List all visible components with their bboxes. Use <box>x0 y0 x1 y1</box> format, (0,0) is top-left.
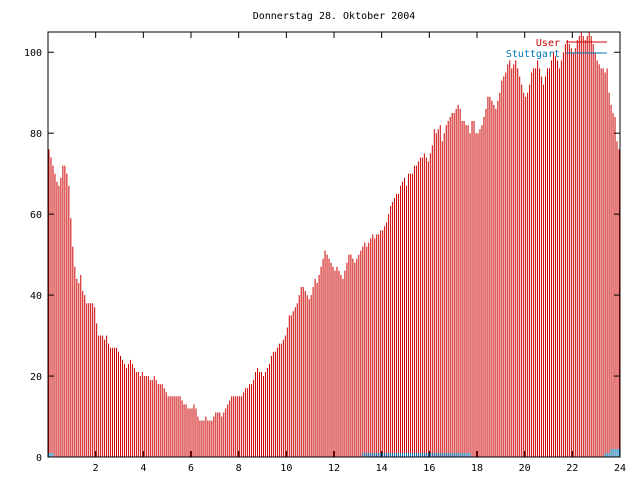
x-tick-label: 22 <box>566 463 578 474</box>
y-tick-label: 80 <box>30 129 42 140</box>
legend: User Stuttgart <box>506 38 607 60</box>
x-tick-label: 8 <box>236 463 242 474</box>
chart-title: Donnerstag 28. Oktober 2004 <box>253 11 416 22</box>
x-tick-label: 20 <box>519 463 531 474</box>
plot-frame <box>47 31 621 458</box>
x-tick-label: 16 <box>423 463 435 474</box>
y-tick-label: 20 <box>30 372 42 383</box>
x-tick-label: 10 <box>280 463 292 474</box>
y-axis: 0 20 40 60 80 100 <box>24 48 620 464</box>
y-tick-label: 100 <box>24 48 42 59</box>
x-axis: 2 4 6 8 10 12 14 16 18 20 22 24 <box>93 32 626 474</box>
x-tick-label: 24 <box>614 463 626 474</box>
y-tick-label: 0 <box>36 453 42 464</box>
stuttgart-series <box>48 448 620 457</box>
legend-label-user: User <box>536 38 560 49</box>
x-tick-label: 6 <box>188 463 194 474</box>
x-tick-label: 4 <box>140 463 146 474</box>
y-tick-label: 40 <box>30 291 42 302</box>
x-tick-label: 18 <box>471 463 483 474</box>
legend-label-stuttgart: Stuttgart <box>506 49 560 60</box>
x-tick-label: 12 <box>328 463 340 474</box>
x-tick-label: 2 <box>93 463 99 474</box>
user-series <box>48 32 620 457</box>
y-tick-label: 60 <box>30 210 42 221</box>
x-tick-label: 14 <box>376 463 388 474</box>
